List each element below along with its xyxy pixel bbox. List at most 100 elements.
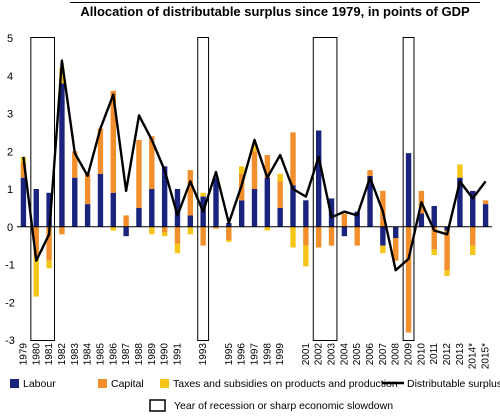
legend-recession-label: Year of recession or sharp economic slow… <box>174 400 393 412</box>
bar-taxes-2001 <box>303 245 309 267</box>
y-tick-label: 1 <box>7 184 13 196</box>
bar-labour-1988 <box>136 207 142 227</box>
x-tick-label: 1996 <box>237 343 248 366</box>
x-tick-label: 2005 <box>352 343 363 366</box>
bar-labour-1994 <box>213 177 219 227</box>
bar-capital-1981 <box>46 226 52 261</box>
bar-labour-1984 <box>84 204 91 227</box>
bar-taxes-1998 <box>264 226 271 231</box>
bar-layer <box>20 68 489 333</box>
bar-labour-2015* <box>482 204 489 227</box>
bar-taxes-1986 <box>110 226 116 231</box>
x-tick-label: 1987 <box>121 343 132 366</box>
bar-capital-2011 <box>431 226 437 250</box>
bar-labour-2009 <box>405 153 412 227</box>
x-tick-label: 1979 <box>18 343 29 366</box>
y-tick-label: -1 <box>5 260 15 272</box>
bar-capital-2015* <box>482 200 489 205</box>
y-tick-label: 4 <box>7 71 13 83</box>
bar-labour-1983 <box>72 177 78 227</box>
bar-capital-2014* <box>470 226 476 246</box>
bar-capital-2003 <box>328 226 335 246</box>
x-tick-label: 2004 <box>339 343 350 366</box>
legend-swatch <box>10 379 19 388</box>
bar-labour-2012 <box>444 226 450 231</box>
bar-taxes-1992 <box>187 226 194 235</box>
bar-taxes-1981 <box>46 260 52 269</box>
bar-labour-2001 <box>303 200 309 227</box>
bar-taxes-1991 <box>174 243 181 254</box>
x-tick-label: 2003 <box>327 343 338 366</box>
bar-capital-2008 <box>393 238 399 261</box>
bar-capital-1993 <box>200 226 206 246</box>
legend-label: Labour <box>23 378 56 390</box>
x-tick-label: 2007 <box>378 343 389 366</box>
bar-labour-1981 <box>46 192 52 227</box>
bar-taxes-2013 <box>457 164 463 178</box>
x-tick-label: 2014* <box>468 343 479 369</box>
bar-labour-1991 <box>174 189 181 227</box>
bar-labour-1979 <box>20 177 27 227</box>
x-tick-label: 2009 <box>404 343 415 366</box>
bar-labour-1992 <box>187 215 194 227</box>
distributable-surplus-line <box>22 59 487 272</box>
legend-swatch <box>160 379 169 388</box>
x-tick-label: 1986 <box>108 343 119 366</box>
bar-labour-2004 <box>341 226 348 237</box>
bar-capital-1989 <box>149 136 155 189</box>
bar-taxes-1999 <box>277 173 283 182</box>
recession-box <box>312 37 338 341</box>
y-tick-label: 0 <box>7 222 13 234</box>
x-tick-label: 2008 <box>391 343 402 366</box>
bar-taxes-1996 <box>238 166 245 174</box>
bar-capital-1995 <box>226 226 232 240</box>
bar-capital-1992 <box>187 170 194 216</box>
bar-capital-2001 <box>303 226 309 246</box>
bar-taxes-1980 <box>33 256 39 297</box>
x-tick-label: 1983 <box>70 343 81 366</box>
bar-capital-1994 <box>213 226 219 229</box>
bar-capital-2002 <box>315 226 322 248</box>
bar-capital-1987 <box>123 215 129 227</box>
bar-labour-1985 <box>97 173 104 227</box>
x-tick-label: 1990 <box>160 343 171 366</box>
bar-labour-1987 <box>123 226 129 237</box>
bar-taxes-2012 <box>444 270 450 276</box>
x-axis: 1979 1980 1981 1982 1983 1984 1985 1986 1987 1988… <box>18 343 491 370</box>
y-axis: -3 -2 -1 0 1 2 3 4 5 <box>5 33 15 347</box>
x-tick-label: 2015* <box>481 343 492 369</box>
bar-capital-1988 <box>136 139 142 208</box>
bar-taxes-2000 <box>290 226 296 248</box>
bar-capital-2005 <box>354 226 360 246</box>
bar-labour-1995 <box>226 222 232 227</box>
bar-taxes-1997 <box>251 143 258 152</box>
bar-taxes-2011 <box>431 249 437 256</box>
line-layer <box>22 59 487 272</box>
x-tick-label: 1985 <box>95 343 106 366</box>
x-tick-label: 1997 <box>250 343 261 366</box>
bar-labour-2014* <box>470 190 476 227</box>
x-tick-label: 2006 <box>365 343 376 366</box>
legend-label: Capital <box>111 378 144 390</box>
x-tick-label: 1995 <box>224 343 235 366</box>
bar-capital-1997 <box>251 151 258 189</box>
y-tick-label: -2 <box>5 297 15 309</box>
x-tick-label: 1980 <box>31 343 42 366</box>
y-tick-label: -3 <box>5 335 15 347</box>
legend-swatch <box>98 379 107 388</box>
y-tick-label: 2 <box>7 146 13 158</box>
bar-labour-2008 <box>393 226 399 239</box>
bar-labour-2005 <box>354 211 360 227</box>
bar-capital-1999 <box>277 181 283 208</box>
bar-labour-1990 <box>161 166 168 227</box>
x-tick-label: 1984 <box>83 343 94 366</box>
bar-labour-1980 <box>33 189 39 227</box>
bar-capital-1980 <box>33 226 39 257</box>
y-tick-label: 3 <box>7 109 13 121</box>
bar-capital-2004 <box>341 213 348 227</box>
x-tick-label: 1989 <box>147 343 158 366</box>
bar-labour-1982 <box>59 83 65 227</box>
bar-capital-2012 <box>444 230 450 271</box>
bar-labour-2013 <box>457 177 463 227</box>
